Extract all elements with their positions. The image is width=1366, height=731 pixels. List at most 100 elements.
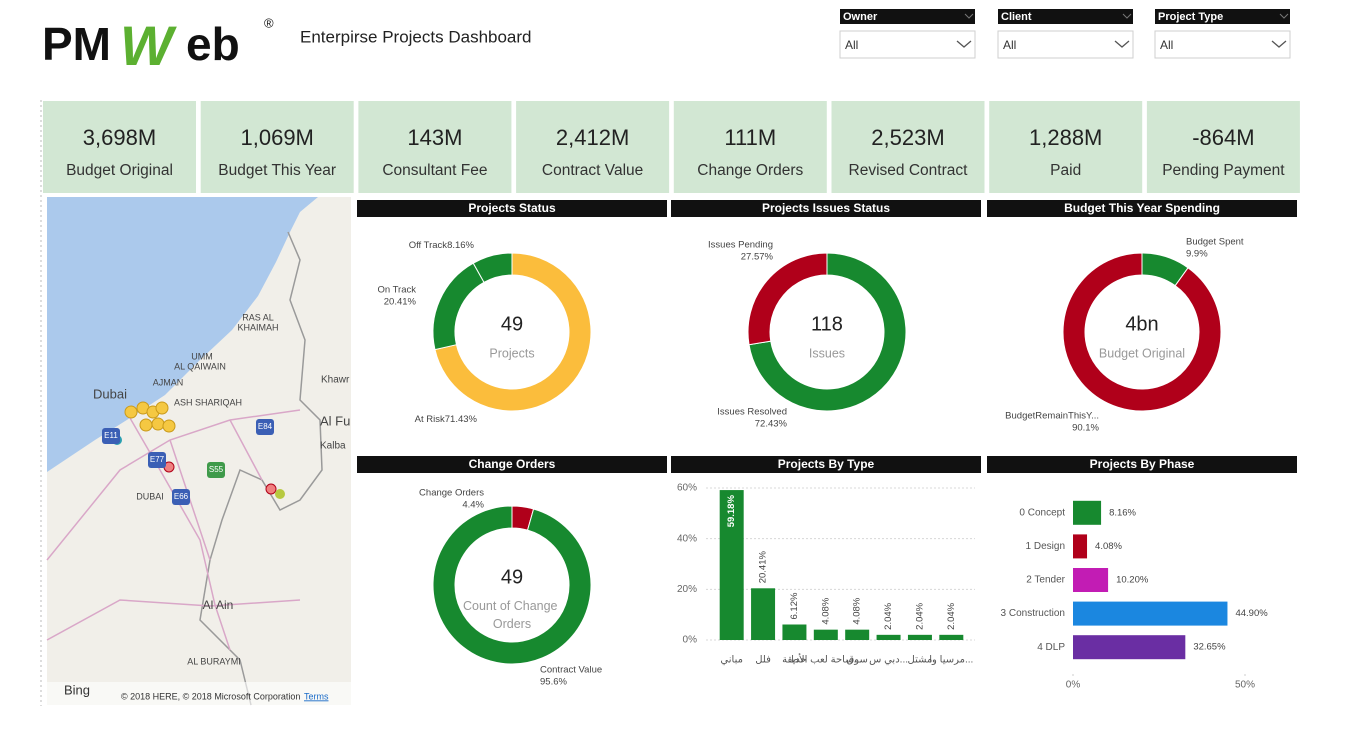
donut-category: On Track	[377, 285, 416, 296]
donut-value-label: 9.9%	[1186, 249, 1208, 260]
map-brand: Bing	[64, 682, 90, 697]
donut-value-label: 20.41%	[384, 297, 417, 308]
kpi-value: 2,523M	[871, 125, 944, 150]
bar	[751, 588, 775, 640]
filter[interactable]: ClientAll	[998, 9, 1133, 58]
filter-value: All	[845, 38, 858, 52]
map-label: KHAIMAH	[237, 322, 278, 332]
filter-select	[998, 31, 1133, 58]
donut-category: Change Orders	[419, 488, 484, 499]
kpi-label: Contract Value	[542, 162, 643, 179]
project-marker	[275, 489, 285, 499]
data-label: 10.20%	[1116, 575, 1149, 586]
bar	[1073, 635, 1185, 659]
kpi-value: -864M	[1192, 125, 1254, 150]
filter-label: Owner	[843, 11, 878, 23]
filter[interactable]: Project Type All	[1155, 9, 1290, 58]
donut-value-label: 4.4%	[462, 500, 484, 511]
bar	[908, 635, 932, 640]
project-marker	[125, 406, 137, 418]
y-tick-label: 2 Tender	[1026, 575, 1065, 586]
map-label: Al Fu	[320, 413, 350, 428]
x-tick-label: مباني	[720, 655, 743, 666]
logo-part: PM	[42, 18, 111, 70]
filter[interactable]: Owner All	[840, 9, 975, 58]
project-marker	[163, 420, 175, 432]
y-tick-label: 1 Design	[1026, 541, 1065, 552]
filter-value: All	[1160, 38, 1173, 52]
bar	[1073, 501, 1101, 525]
logo-part: W	[120, 14, 177, 77]
bar	[845, 630, 869, 640]
center-line: Count of Change	[463, 599, 561, 613]
map-label: AL QAIWAIN	[174, 361, 226, 371]
chart-title: Budget This Year Spending	[1064, 201, 1220, 215]
data-label: 2.04%	[914, 602, 925, 629]
donut-value-label: 8.16%	[447, 240, 474, 251]
map-label: AJMAN	[153, 377, 184, 387]
data-label: 2.04%	[946, 602, 957, 629]
donut-center-label: Issues	[809, 346, 845, 360]
kpi-value: 1,288M	[1029, 125, 1102, 150]
logo: PM W eb ®	[42, 14, 274, 77]
map-label: AL BURAYMI	[187, 656, 241, 666]
data-label: 20.41%	[758, 551, 769, 584]
map: RAS ALKHAIMAHUMMAL QAIWAINAJMANASH SHARI…	[47, 197, 351, 705]
kpi-label: Revised Contract	[849, 162, 969, 179]
kpi-value: 2,412M	[556, 125, 629, 150]
data-label: 59.18%	[726, 495, 737, 528]
filter-select	[840, 31, 975, 58]
map-label: S55	[209, 465, 224, 474]
donut-center-label: Projects	[489, 346, 534, 360]
kpi-label: Budget Original	[66, 162, 173, 179]
donut-category: Budget Spent	[1186, 237, 1244, 248]
donut-category: Issues Resolved	[717, 407, 787, 418]
map-label: ASH SHARIQAH	[174, 397, 242, 407]
map-label: E84	[258, 422, 273, 431]
x-tick-label: مرسيا وا...	[929, 655, 973, 666]
kpi-value: 143M	[407, 125, 462, 150]
chart-title: Projects Issues Status	[762, 201, 890, 215]
data-label: 4.08%	[852, 597, 863, 624]
donut-label: At Risk71.43%	[415, 414, 478, 425]
map-label: Kalba	[320, 441, 346, 452]
map-terms[interactable]: Terms	[304, 691, 329, 701]
kpi-value: 111M	[724, 125, 776, 150]
chart-title: Projects Status	[468, 201, 556, 215]
donut-category: Issues Pending	[708, 240, 773, 251]
bar	[1073, 602, 1227, 626]
project-marker	[156, 402, 168, 414]
bar	[939, 635, 963, 640]
donut-value-label: 27.57%	[741, 252, 774, 263]
y-tick-label: 4 DLP	[1037, 642, 1065, 653]
x-tick-label: 50%	[1235, 680, 1255, 691]
project-marker	[152, 418, 164, 430]
map-label: Khawr	[321, 375, 350, 386]
x-tick-label: دبي س...	[869, 655, 908, 666]
kpi-label: Pending Payment	[1162, 162, 1285, 179]
y-tick-label: 0 Concept	[1019, 507, 1065, 518]
map-label: Al Ain	[203, 598, 234, 612]
chart-title: Projects By Type	[778, 457, 875, 471]
donut-value-label: 95.6%	[540, 677, 567, 688]
bar	[782, 624, 806, 640]
logo-part: ®	[264, 15, 274, 30]
donut-center-value: 118	[811, 313, 843, 335]
map-label: E77	[150, 455, 165, 464]
donut-center-value: 4bn	[1125, 313, 1158, 335]
y-tick-label: 40%	[677, 533, 697, 544]
filter-label: Project Type	[1158, 11, 1223, 23]
bar	[814, 630, 838, 640]
project-marker	[266, 484, 276, 494]
y-tick-label: 20%	[677, 584, 697, 595]
data-label: 4.08%	[1095, 541, 1122, 552]
filter-select	[1155, 31, 1290, 58]
dashboard-title: Enterpirse Projects Dashboard	[300, 27, 532, 46]
map-attribution: © 2018 HERE, © 2018 Microsoft Corporatio…	[121, 691, 300, 701]
kpi-value: 3,698M	[83, 125, 156, 150]
data-label: 44.90%	[1235, 608, 1268, 619]
donut-category: BudgetRemainThisY...	[1005, 411, 1099, 422]
y-tick-label: 0%	[683, 635, 698, 646]
donut-category: Off Track	[409, 240, 448, 251]
x-tick-label: فلل	[755, 655, 771, 666]
